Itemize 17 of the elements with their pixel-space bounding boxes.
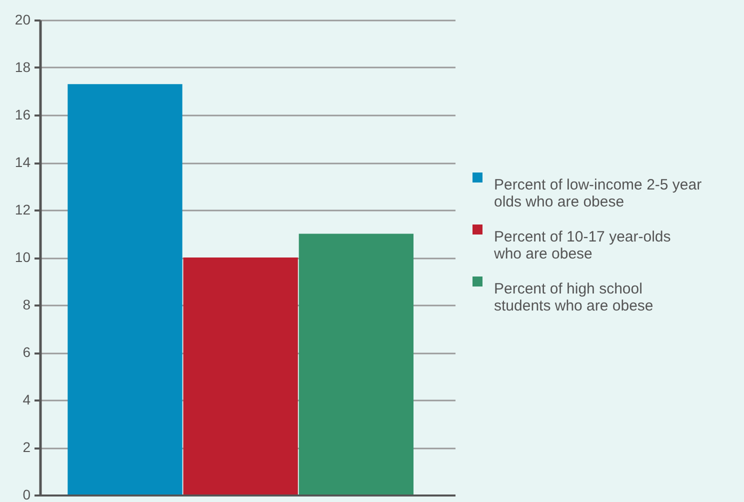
legend-label: Percent of 10-17 year-olds who are obese (493, 228, 671, 262)
y-tick-label: 20 (14, 12, 31, 28)
legend-label: Percent of low-income 2-5 year olds who are obese (494, 176, 702, 210)
y-tick-label: 0 (22, 486, 31, 502)
y-tick-label: 4 (22, 392, 31, 408)
y-tick-label: 10 (14, 249, 31, 265)
y-tick-label: 18 (14, 59, 31, 75)
y-tick-label: 6 (22, 344, 31, 360)
y-tick-label: 12 (14, 202, 31, 218)
bar (183, 258, 298, 495)
y-tick-label: 8 (22, 296, 31, 312)
bar (68, 84, 182, 495)
y-tick-label: 2 (22, 439, 31, 455)
legend-label: Percent of high school students who are obese (494, 280, 654, 314)
y-tick-label: 14 (14, 154, 31, 170)
y-tick-label: 16 (14, 106, 31, 122)
bar (298, 234, 414, 495)
